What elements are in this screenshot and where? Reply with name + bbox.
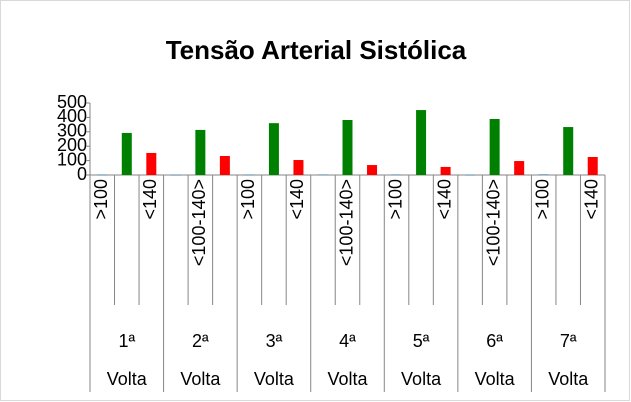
- group-label-line: 4ª: [339, 331, 356, 351]
- y-tick-label: 300: [57, 121, 87, 141]
- bar: [121, 132, 132, 175]
- group-label: 4ª Volta: [327, 331, 368, 389]
- group-label-line: Volta: [254, 369, 295, 389]
- bar: [489, 118, 500, 175]
- group-label-line: Volta: [180, 369, 221, 389]
- group-label-line: 6ª: [486, 331, 503, 351]
- bar: [391, 174, 402, 176]
- group-label-line: Volta: [475, 369, 516, 389]
- chart-title: Tensão Arterial Sistólica: [166, 35, 467, 65]
- bar: [342, 119, 353, 175]
- bar: [146, 152, 157, 175]
- bar: [367, 165, 378, 175]
- bar: [293, 160, 304, 175]
- bar: [563, 127, 574, 175]
- bar: [244, 174, 255, 176]
- group-label: 3ª Volta: [254, 331, 295, 389]
- bar: [195, 129, 206, 175]
- y-tick-label: 100: [57, 149, 87, 169]
- group-label-line: 3ª: [266, 331, 283, 351]
- sub-label: >100: [385, 179, 405, 220]
- sub-label: <100-140>: [483, 179, 503, 266]
- sub-label: <100-140>: [336, 179, 356, 266]
- group-label-line: 2ª: [192, 331, 209, 351]
- bar: [416, 110, 427, 175]
- bar: [219, 155, 230, 175]
- y-tick-label: 200: [57, 135, 87, 155]
- sub-label: <100-140>: [189, 179, 209, 266]
- group-label-line: 5ª: [413, 331, 430, 351]
- sub-label: >100: [91, 179, 111, 220]
- group-label-line: Volta: [401, 369, 442, 389]
- group-label-line: Volta: [548, 369, 589, 389]
- group-label: 2ª Volta: [180, 331, 221, 389]
- sub-label: >100: [238, 179, 258, 220]
- sub-label: >100: [532, 179, 552, 220]
- bar: [317, 174, 328, 176]
- bar: [514, 161, 525, 175]
- sub-label: <140: [287, 179, 307, 220]
- y-tick-label: 400: [57, 106, 87, 126]
- bar: [538, 174, 549, 175]
- sub-label: <140: [140, 179, 160, 220]
- bar: [170, 174, 181, 176]
- group-label-line: Volta: [107, 369, 148, 389]
- bar: [268, 123, 279, 175]
- y-tick-label: 0: [77, 164, 87, 184]
- group-label: 1ª Volta: [107, 331, 148, 389]
- bar: [465, 174, 476, 176]
- bar: [440, 166, 451, 175]
- bar: [97, 174, 108, 176]
- group-label-line: 7ª: [560, 331, 577, 351]
- group-label-line: 1ª: [118, 331, 135, 351]
- group-label: 6ª Volta: [475, 331, 516, 389]
- bar: [587, 157, 598, 175]
- group-label-line: Volta: [327, 369, 368, 389]
- group-label: 5ª Volta: [401, 331, 442, 389]
- y-tick-label: 500: [57, 92, 87, 112]
- sub-label: <140: [581, 179, 601, 220]
- sub-label: <140: [434, 179, 454, 220]
- group-label: 7ª Volta: [548, 331, 589, 389]
